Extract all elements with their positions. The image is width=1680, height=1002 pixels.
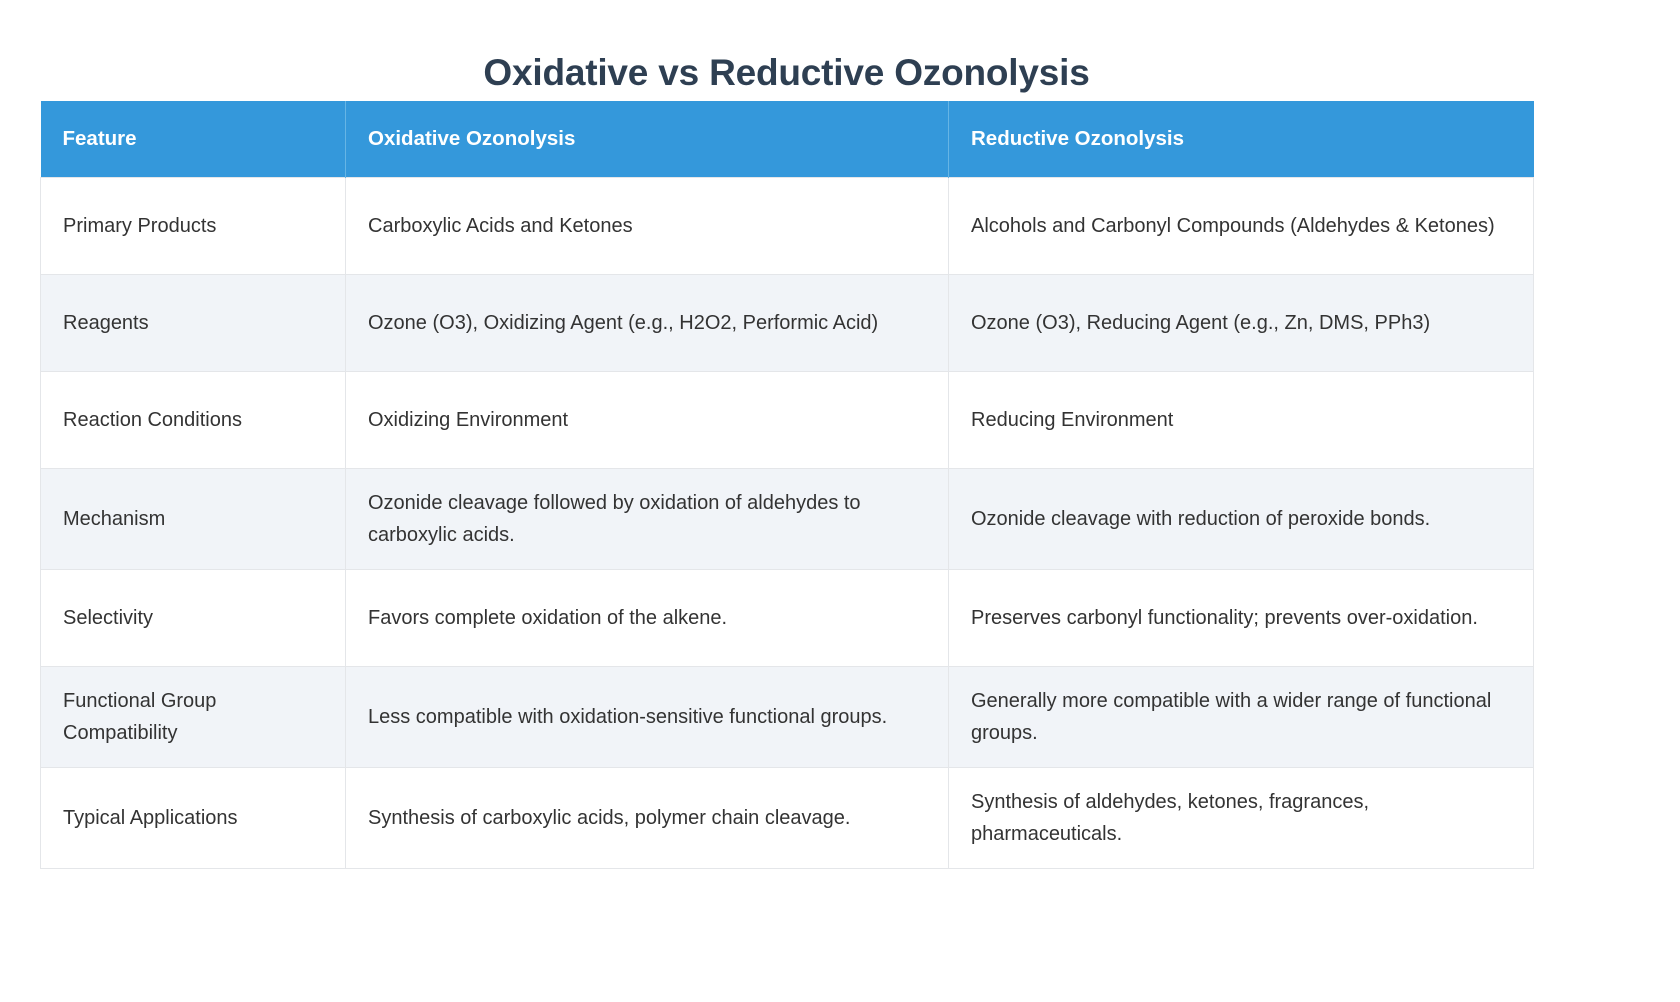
cell-feature: Typical Applications bbox=[40, 767, 346, 869]
cell-reductive: Ozone (O3), Reducing Agent (e.g., Zn, DM… bbox=[948, 274, 1534, 372]
cell-oxidative: Oxidizing Environment bbox=[345, 371, 949, 469]
cell-feature: Functional Group Compatibility bbox=[40, 666, 346, 768]
page-title: Oxidative vs Reductive Ozonolysis bbox=[483, 51, 1090, 93]
cell-oxidative: Carboxylic Acids and Ketones bbox=[345, 177, 949, 275]
table-row: Primary Products Carboxylic Acids and Ke… bbox=[40, 177, 1534, 275]
cell-feature: Selectivity bbox=[40, 569, 346, 667]
cell-oxidative: Favors complete oxidation of the alkene. bbox=[345, 569, 949, 667]
cell-reductive: Ozonide cleavage with reduction of perox… bbox=[948, 468, 1534, 570]
cell-reductive: Alcohols and Carbonyl Compounds (Aldehyd… bbox=[948, 177, 1534, 275]
cell-reductive: Reducing Environment bbox=[948, 371, 1534, 469]
table-row: Reaction Conditions Oxidizing Environmen… bbox=[40, 371, 1534, 469]
cell-oxidative: Less compatible with oxidation-sensitive… bbox=[345, 666, 949, 768]
column-header-feature: Feature bbox=[40, 101, 346, 178]
table-body: Primary Products Carboxylic Acids and Ke… bbox=[40, 177, 1534, 869]
cell-feature: Reagents bbox=[40, 274, 346, 372]
table-header: Feature Oxidative Ozonolysis Reductive O… bbox=[40, 101, 1534, 178]
comparison-table: Feature Oxidative Ozonolysis Reductive O… bbox=[40, 101, 1534, 869]
cell-reductive: Synthesis of aldehydes, ketones, fragran… bbox=[948, 767, 1534, 869]
table-header-row: Feature Oxidative Ozonolysis Reductive O… bbox=[40, 101, 1534, 178]
cell-oxidative: Synthesis of carboxylic acids, polymer c… bbox=[345, 767, 949, 869]
cell-feature: Reaction Conditions bbox=[40, 371, 346, 469]
table-row: Reagents Ozone (O3), Oxidizing Agent (e.… bbox=[40, 274, 1534, 372]
table-row: Selectivity Favors complete oxidation of… bbox=[40, 569, 1534, 667]
table-row: Functional Group Compatibility Less comp… bbox=[40, 666, 1534, 768]
cell-oxidative: Ozone (O3), Oxidizing Agent (e.g., H2O2,… bbox=[345, 274, 949, 372]
cell-reductive: Generally more compatible with a wider r… bbox=[948, 666, 1534, 768]
cell-reductive: Preserves carbonyl functionality; preven… bbox=[948, 569, 1534, 667]
column-header-reductive: Reductive Ozonolysis bbox=[948, 101, 1534, 178]
column-header-oxidative: Oxidative Ozonolysis bbox=[345, 101, 949, 178]
comparison-table-container: Feature Oxidative Ozonolysis Reductive O… bbox=[40, 101, 1534, 869]
table-row: Mechanism Ozonide cleavage followed by o… bbox=[40, 468, 1534, 570]
table-row: Typical Applications Synthesis of carbox… bbox=[40, 767, 1534, 869]
cell-feature: Primary Products bbox=[40, 177, 346, 275]
cell-oxidative: Ozonide cleavage followed by oxidation o… bbox=[345, 468, 949, 570]
cell-feature: Mechanism bbox=[40, 468, 346, 570]
